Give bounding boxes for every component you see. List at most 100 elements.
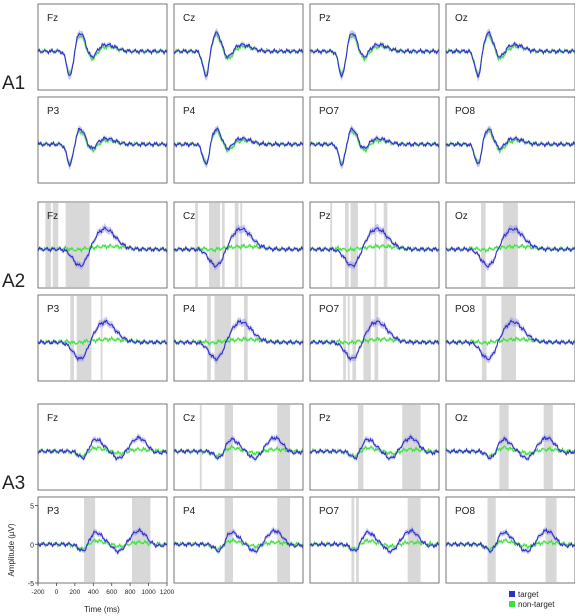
confidence-band-target <box>446 433 575 462</box>
confidence-band-target <box>38 525 167 556</box>
y-tick-label: 5 <box>30 504 34 511</box>
y-axis-label: Amplitude (µV) <box>7 523 16 576</box>
panel-a2-cz: Cz <box>173 201 304 289</box>
panel-frame <box>309 96 440 184</box>
panel-a1-po7: PO7 <box>309 96 440 184</box>
series-line-target <box>309 435 440 461</box>
significance-band-2 <box>352 296 357 380</box>
panel-frame <box>173 403 304 491</box>
confidence-band-target <box>38 125 167 170</box>
significance-band-1 <box>402 405 421 489</box>
significance-band-3 <box>363 296 371 380</box>
x-tick-label: -200 <box>31 589 44 596</box>
significance-band-1 <box>543 405 553 489</box>
confidence-band-non-target <box>310 32 439 79</box>
panel-a3-p3: P3 <box>37 496 168 584</box>
confidence-band-target <box>310 526 439 555</box>
significance-band-2 <box>100 296 103 380</box>
channel-label: Fz <box>47 211 58 222</box>
panel-a2-po8: PO8 <box>445 294 575 382</box>
significance-band-2 <box>277 405 291 489</box>
panel-a1-cz: Cz <box>173 3 304 91</box>
series-line-target <box>445 128 575 165</box>
confidence-band-target <box>310 223 439 271</box>
series-line-target <box>173 227 304 268</box>
series-line-target <box>173 31 304 78</box>
series-line-non-target <box>309 129 440 166</box>
channel-label: PO7 <box>319 506 339 517</box>
channel-label: PO7 <box>319 304 339 315</box>
legend-label-non-target: non-target <box>518 600 555 609</box>
series-line-non-target <box>445 33 575 77</box>
significance-band-1 <box>501 296 517 380</box>
panel-frame <box>445 3 575 91</box>
panel-frame <box>445 294 575 382</box>
legend-label-target: target <box>518 590 539 599</box>
series-line-non-target <box>37 33 168 75</box>
significance-band-1 <box>347 296 350 380</box>
group-labels-layer: A1 A2 A3 <box>2 73 25 494</box>
channel-label: Cz <box>183 211 195 222</box>
series-line-target <box>37 128 168 168</box>
significance-band-4 <box>383 203 388 287</box>
series-line-target <box>445 527 575 554</box>
panel-frame <box>309 496 440 584</box>
series-line-target <box>173 319 304 362</box>
series-line-target <box>445 319 575 361</box>
panel-a3-pz: Pz <box>309 403 440 491</box>
significance-band-0 <box>487 498 496 582</box>
series-line-target <box>309 227 440 268</box>
channel-label: Cz <box>183 13 195 24</box>
confidence-band-non-target <box>38 127 167 168</box>
confidence-band-non-target <box>174 443 303 460</box>
panel-frame <box>37 96 168 184</box>
significance-band-2 <box>407 498 421 582</box>
panel-a2-p3: P3 <box>37 294 168 382</box>
confidence-band-target <box>174 28 303 81</box>
panel-a2-po7: PO7 <box>309 294 440 382</box>
panel-a3-p4: P4 <box>173 496 304 584</box>
significance-band-0 <box>70 296 74 380</box>
panel-a1-pz: Pz <box>309 3 440 91</box>
significance-band-0 <box>207 296 211 380</box>
group-label-a3: A3 <box>2 473 25 494</box>
panel-frame <box>309 294 440 382</box>
confidence-band-target <box>38 433 167 463</box>
significance-band-1 <box>209 203 221 287</box>
x-tick-label: 400 <box>88 589 99 596</box>
series-line-target <box>173 435 304 461</box>
channel-label: Fz <box>47 13 58 24</box>
x-tick-label: 1000 <box>141 589 156 596</box>
series-line-target <box>173 528 304 553</box>
amplitude-axis: -5 0 5 <box>28 504 39 588</box>
confidence-band-target <box>310 317 439 364</box>
confidence-band-non-target <box>38 242 167 253</box>
x-tick-label: 200 <box>69 589 80 596</box>
panel-frame <box>37 3 168 91</box>
significance-band-0 <box>343 296 346 380</box>
confidence-band-target <box>38 316 167 364</box>
panel-frame <box>445 96 575 184</box>
panel-frame <box>309 3 440 91</box>
panel-frame <box>445 496 575 584</box>
significance-band-1 <box>131 498 151 582</box>
series-line-non-target <box>173 128 304 166</box>
panel-a3-fz: Fz <box>37 403 168 491</box>
panel-a2-p4: P4 <box>173 294 304 382</box>
panel-frame <box>173 496 304 584</box>
confidence-band-target <box>174 433 303 462</box>
panel-frame <box>37 201 168 289</box>
channel-label: P3 <box>47 304 60 315</box>
x-tick-label: 1200 <box>160 589 175 596</box>
panel-a3-po8: PO8 <box>445 496 575 584</box>
significance-band-1 <box>76 296 92 380</box>
channel-label: Cz <box>183 413 195 424</box>
channel-label: P3 <box>47 106 60 117</box>
x-axis-label: Time (ms) <box>84 605 120 614</box>
confidence-band-non-target <box>310 444 439 460</box>
significance-band-0 <box>195 203 198 287</box>
confidence-band-non-target <box>174 536 303 553</box>
confidence-band-target <box>310 124 439 170</box>
confidence-band-non-target <box>174 242 303 254</box>
